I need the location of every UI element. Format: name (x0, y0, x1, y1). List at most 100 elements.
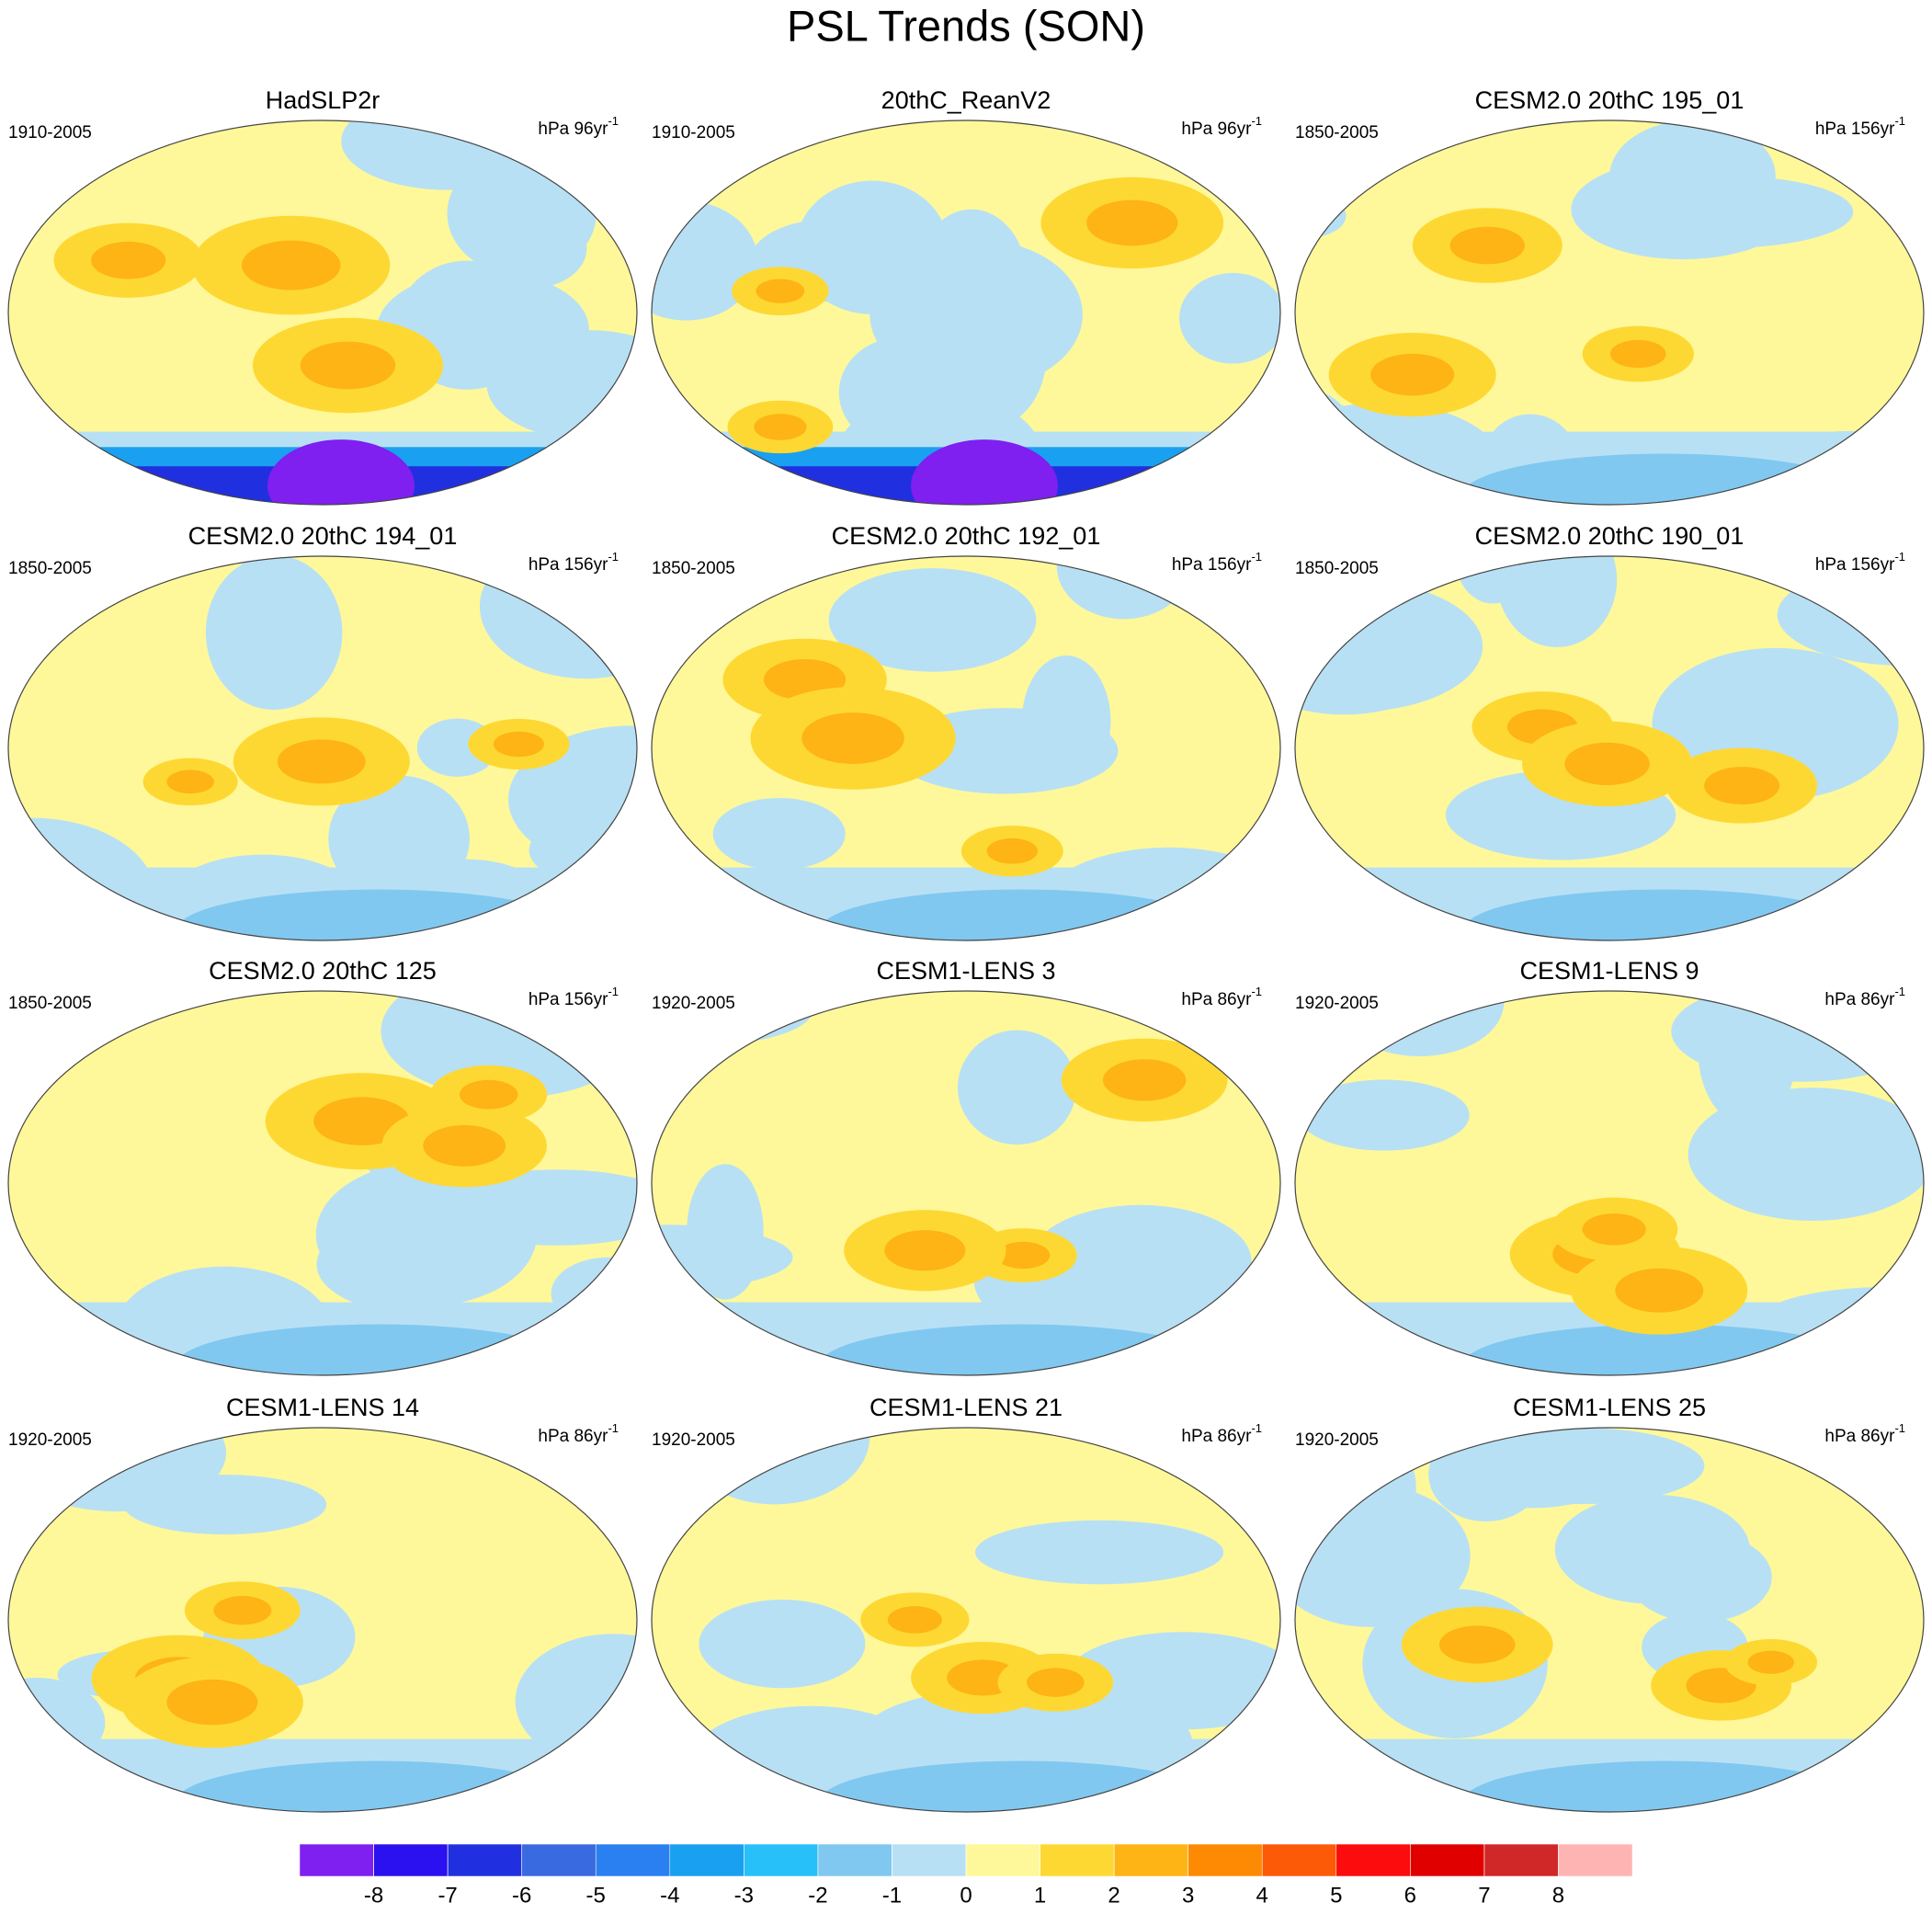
units-exponent: -1 (1251, 1421, 1262, 1435)
colorbar-box (892, 1843, 967, 1877)
field-region (1462, 1324, 1867, 1375)
map-panel: CESM1-LENS 3 1920-2005 hPa 86yr-1 (651, 957, 1281, 1376)
colorbar-box (1188, 1843, 1263, 1877)
field-region (828, 568, 1037, 672)
panel-period: 1920-2005 (652, 994, 735, 1013)
units-text: hPa 156yr (528, 555, 608, 575)
field-region (1704, 767, 1780, 805)
units-text: hPa 86yr (1824, 990, 1895, 1009)
colorbar-box (965, 1843, 1040, 1877)
field-region (838, 336, 963, 449)
map-outline (1294, 555, 1925, 941)
units-text: hPa 86yr (1824, 1427, 1895, 1446)
field-region (975, 1520, 1224, 1585)
field-region (1370, 353, 1455, 396)
panel-period: 1850-2005 (1295, 123, 1379, 142)
figure-title: PSL Trends (SON) (787, 1, 1145, 50)
field-region (712, 798, 846, 871)
units-exponent: -1 (1894, 114, 1905, 128)
panel-units: hPa 156yr-1 (528, 550, 619, 575)
colorbar-label: 1 (1034, 1883, 1046, 1908)
field-region (687, 1164, 764, 1300)
panel-period: 1850-2005 (1295, 559, 1379, 578)
units-exponent: -1 (608, 550, 619, 564)
panel-units: hPa 86yr-1 (1181, 1421, 1262, 1446)
field-region (176, 889, 580, 940)
colorbar-box (817, 1843, 892, 1877)
field-region (819, 1324, 1223, 1375)
field-region (1747, 1650, 1794, 1674)
units-exponent: -1 (1251, 550, 1262, 564)
colorbar-label: 6 (1404, 1883, 1416, 1908)
field-region (166, 1679, 258, 1726)
panel-title: 20thC_ReanV2 (881, 86, 1051, 114)
field-region (176, 1760, 580, 1812)
field-region (176, 1324, 580, 1375)
colorbar-label: 0 (960, 1883, 972, 1908)
field-region (341, 120, 553, 190)
colorbar-label: -8 (364, 1883, 383, 1908)
field-region (1295, 390, 1365, 505)
colorbar-box (447, 1843, 522, 1877)
field-region (551, 1257, 637, 1330)
field-region (1449, 226, 1526, 265)
colorbar-label: -1 (882, 1883, 902, 1908)
field-region (316, 1216, 499, 1312)
field-region (656, 574, 748, 621)
field-region (493, 731, 544, 758)
map-outline (651, 1427, 1281, 1813)
units-text: hPa 156yr (528, 990, 608, 1009)
field-region (699, 1599, 866, 1689)
field-region (652, 200, 758, 321)
units-text: hPa 156yr (1815, 120, 1895, 139)
panel-title: CESM1-LENS 3 (876, 957, 1055, 985)
panel-title: CESM2.0 20thC 190_01 (1475, 522, 1744, 550)
panel-units: hPa 156yr-1 (1172, 550, 1262, 575)
map-panel: CESM2.0 20thC 194_01 1850-2005 hPa 156yr-1 (7, 522, 638, 941)
field-region (1298, 1079, 1470, 1151)
panel-period: 1920-2005 (8, 1430, 92, 1450)
panel-period: 1920-2005 (652, 1430, 735, 1450)
map-panel: CESM1-LENS 25 1920-2005 hPa 86yr-1 (1294, 1394, 1925, 1813)
map-panel: CESM1-LENS 21 1920-2005 hPa 86yr-1 (651, 1394, 1281, 1813)
colorbar-label: -2 (808, 1883, 827, 1908)
field-region (1628, 1532, 1772, 1623)
colorbar-box (299, 1843, 374, 1877)
panel-period: 1920-2005 (1295, 994, 1379, 1013)
field-region (1438, 1625, 1516, 1664)
map-outline (651, 555, 1281, 941)
field-region (1462, 889, 1867, 940)
field-region (459, 1079, 518, 1110)
panel-title: HadSLP2r (266, 86, 381, 114)
panel-title: CESM2.0 20thC 125 (209, 957, 437, 985)
colorbar-box (1483, 1843, 1559, 1877)
colorbar-box (1113, 1843, 1188, 1877)
panel-units: hPa 156yr-1 (528, 985, 619, 1009)
field-region (300, 341, 396, 390)
field-region (423, 1124, 506, 1167)
field-region (241, 240, 341, 291)
map-field (8, 556, 637, 940)
units-exponent: -1 (1251, 985, 1262, 998)
field-region (1496, 556, 1618, 648)
map-outline (7, 1427, 638, 1813)
map-outline (651, 990, 1281, 1376)
field-region (887, 1606, 942, 1634)
map-outline (651, 120, 1281, 506)
panel-units: hPa 156yr-1 (1815, 114, 1905, 139)
field-region (537, 1338, 637, 1375)
field-region (911, 439, 1058, 505)
field-region (540, 1656, 618, 1812)
colorbar-label: -3 (734, 1883, 754, 1908)
units-text: hPa 86yr (1181, 1427, 1252, 1446)
field-region (819, 1760, 1223, 1812)
units-exponent: -1 (1894, 985, 1905, 998)
field-region (1582, 1213, 1646, 1246)
panel-units: hPa 86yr-1 (1181, 985, 1262, 1009)
colorbar-box (1261, 1843, 1337, 1877)
field-region (166, 769, 214, 794)
panel-title: CESM1-LENS 21 (869, 1394, 1063, 1421)
field-region (754, 414, 807, 440)
field-region (986, 837, 1039, 864)
units-text: hPa 156yr (1172, 555, 1252, 575)
